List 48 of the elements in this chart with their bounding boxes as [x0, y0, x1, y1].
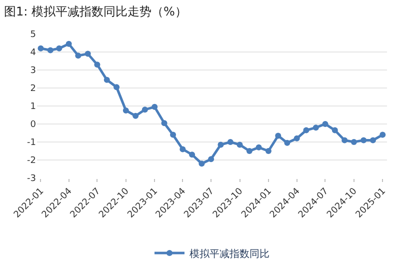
y-tick-label: -2 [27, 156, 36, 166]
point [114, 84, 120, 90]
point [284, 140, 290, 146]
point [132, 112, 139, 119]
point [170, 132, 176, 138]
point [218, 142, 224, 148]
point [56, 45, 62, 52]
point [370, 137, 376, 144]
point [332, 127, 338, 134]
point [142, 106, 148, 113]
point [104, 76, 110, 83]
y-tick-label: 1 [30, 102, 36, 112]
y-tick-label: -1 [27, 138, 36, 148]
point [47, 47, 54, 54]
point [275, 132, 282, 139]
point [322, 121, 328, 127]
point [312, 124, 319, 131]
point [380, 132, 386, 138]
point [122, 108, 129, 114]
point [303, 127, 310, 134]
y-tick-label: 5 [30, 30, 36, 40]
point [66, 40, 72, 47]
point [350, 139, 357, 145]
point [152, 104, 158, 110]
point [294, 135, 300, 142]
y-tick-label: 3 [30, 66, 36, 76]
point [236, 142, 243, 148]
point [360, 137, 367, 144]
point [246, 148, 252, 154]
point [227, 139, 234, 145]
point [208, 156, 214, 162]
point [180, 146, 186, 152]
y-tick-label: 2 [30, 84, 36, 94]
point [38, 45, 44, 52]
point [75, 52, 82, 59]
point [198, 160, 205, 167]
chart-title: 图1: 模拟平减指数同比走势（%） [4, 4, 187, 18]
point [265, 148, 272, 154]
point [256, 144, 262, 150]
y-tick-label: 0 [30, 120, 36, 130]
point [342, 137, 348, 144]
point [189, 152, 196, 158]
y-tick-label: -3 [27, 174, 36, 184]
point [161, 120, 168, 126]
legend-label: 模拟平减指数同比 [190, 248, 270, 260]
point [94, 62, 100, 68]
y-tick-label: 4 [30, 48, 36, 58]
point [84, 50, 91, 57]
